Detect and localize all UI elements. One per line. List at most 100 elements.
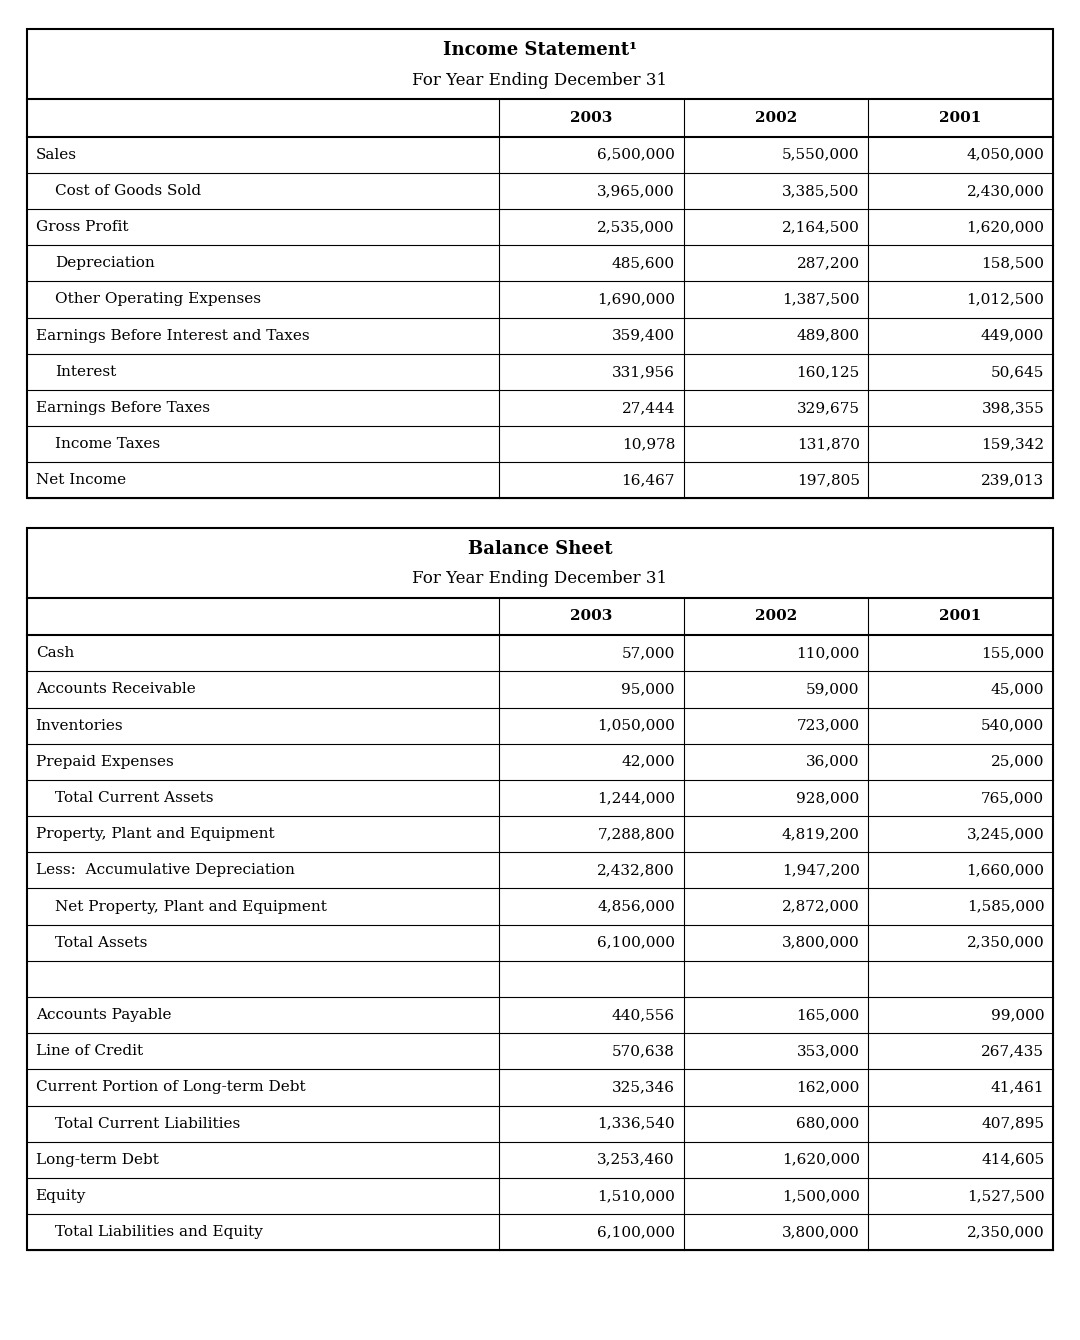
Text: 2001: 2001 xyxy=(940,111,982,125)
Text: 2,430,000: 2,430,000 xyxy=(967,184,1044,198)
Text: 1,620,000: 1,620,000 xyxy=(782,1152,860,1167)
Text: 1,660,000: 1,660,000 xyxy=(967,863,1044,878)
Bar xyxy=(27,528,1053,1250)
Text: 1,947,200: 1,947,200 xyxy=(782,863,860,878)
Text: 489,800: 489,800 xyxy=(797,328,860,343)
Text: 155,000: 155,000 xyxy=(982,646,1044,661)
Text: Property, Plant and Equipment: Property, Plant and Equipment xyxy=(36,827,274,842)
Text: 4,819,200: 4,819,200 xyxy=(782,827,860,842)
Text: Interest: Interest xyxy=(55,364,117,379)
Text: 16,467: 16,467 xyxy=(621,473,675,488)
Text: 2,535,000: 2,535,000 xyxy=(597,220,675,234)
Text: 5,550,000: 5,550,000 xyxy=(782,147,860,162)
Text: 1,012,500: 1,012,500 xyxy=(967,292,1044,307)
Text: Total Assets: Total Assets xyxy=(55,935,148,950)
Text: 2003: 2003 xyxy=(570,111,612,125)
Text: 485,600: 485,600 xyxy=(612,256,675,271)
Text: 1,690,000: 1,690,000 xyxy=(597,292,675,307)
Text: 407,895: 407,895 xyxy=(982,1116,1044,1131)
Text: 928,000: 928,000 xyxy=(796,791,860,805)
Text: 359,400: 359,400 xyxy=(612,328,675,343)
Text: Total Current Assets: Total Current Assets xyxy=(55,791,214,805)
Text: 1,387,500: 1,387,500 xyxy=(782,292,860,307)
Text: Prepaid Expenses: Prepaid Expenses xyxy=(36,754,174,769)
Text: Gross Profit: Gross Profit xyxy=(36,220,129,234)
Text: 570,638: 570,638 xyxy=(612,1044,675,1059)
Text: 3,800,000: 3,800,000 xyxy=(782,935,860,950)
Text: 2002: 2002 xyxy=(755,111,797,125)
Text: 160,125: 160,125 xyxy=(796,364,860,379)
Text: 110,000: 110,000 xyxy=(796,646,860,661)
Text: 27,444: 27,444 xyxy=(621,401,675,415)
Text: 2,164,500: 2,164,500 xyxy=(782,220,860,234)
Text: 765,000: 765,000 xyxy=(982,791,1044,805)
Text: 449,000: 449,000 xyxy=(981,328,1044,343)
Text: 287,200: 287,200 xyxy=(797,256,860,271)
Text: 36,000: 36,000 xyxy=(806,754,860,769)
Text: Cash: Cash xyxy=(36,646,73,661)
Text: 6,100,000: 6,100,000 xyxy=(597,1225,675,1240)
Text: 325,346: 325,346 xyxy=(612,1080,675,1095)
Text: 2,350,000: 2,350,000 xyxy=(967,1225,1044,1240)
Text: 2,350,000: 2,350,000 xyxy=(967,935,1044,950)
Text: Depreciation: Depreciation xyxy=(55,256,154,271)
Text: 50,645: 50,645 xyxy=(991,364,1044,379)
Text: Equity: Equity xyxy=(36,1189,86,1203)
Text: 165,000: 165,000 xyxy=(796,1008,860,1022)
Text: 1,620,000: 1,620,000 xyxy=(967,220,1044,234)
Text: Cost of Goods Sold: Cost of Goods Sold xyxy=(55,184,201,198)
Bar xyxy=(27,29,1053,498)
Text: 6,500,000: 6,500,000 xyxy=(597,147,675,162)
Text: 398,355: 398,355 xyxy=(982,401,1044,415)
Text: 1,500,000: 1,500,000 xyxy=(782,1189,860,1203)
Text: 7,288,800: 7,288,800 xyxy=(597,827,675,842)
Text: 329,675: 329,675 xyxy=(797,401,860,415)
Text: 3,245,000: 3,245,000 xyxy=(967,827,1044,842)
Text: Total Current Liabilities: Total Current Liabilities xyxy=(55,1116,241,1131)
Text: 353,000: 353,000 xyxy=(797,1044,860,1059)
Text: 162,000: 162,000 xyxy=(796,1080,860,1095)
Text: Balance Sheet: Balance Sheet xyxy=(468,540,612,557)
Text: 267,435: 267,435 xyxy=(982,1044,1044,1059)
Text: 2001: 2001 xyxy=(940,610,982,623)
Text: 99,000: 99,000 xyxy=(990,1008,1044,1022)
Text: 414,605: 414,605 xyxy=(981,1152,1044,1167)
Text: 540,000: 540,000 xyxy=(981,718,1044,733)
Text: 1,336,540: 1,336,540 xyxy=(597,1116,675,1131)
Text: 57,000: 57,000 xyxy=(622,646,675,661)
Text: 2,432,800: 2,432,800 xyxy=(597,863,675,878)
Text: 25,000: 25,000 xyxy=(990,754,1044,769)
Text: 10,978: 10,978 xyxy=(622,437,675,452)
Text: 41,461: 41,461 xyxy=(990,1080,1044,1095)
Text: 2002: 2002 xyxy=(755,610,797,623)
Text: Income Statement¹: Income Statement¹ xyxy=(443,42,637,59)
Text: 4,856,000: 4,856,000 xyxy=(597,899,675,914)
Text: Earnings Before Taxes: Earnings Before Taxes xyxy=(36,401,210,415)
Text: Inventories: Inventories xyxy=(36,718,123,733)
Text: Net Income: Net Income xyxy=(36,473,125,488)
Text: 2,872,000: 2,872,000 xyxy=(782,899,860,914)
Text: Line of Credit: Line of Credit xyxy=(36,1044,143,1059)
Text: 1,244,000: 1,244,000 xyxy=(597,791,675,805)
Text: 4,050,000: 4,050,000 xyxy=(967,147,1044,162)
Text: 131,870: 131,870 xyxy=(797,437,860,452)
Text: For Year Ending December 31: For Year Ending December 31 xyxy=(413,72,667,88)
Text: Accounts Receivable: Accounts Receivable xyxy=(36,682,195,697)
Text: 159,342: 159,342 xyxy=(982,437,1044,452)
Text: Long-term Debt: Long-term Debt xyxy=(36,1152,159,1167)
Text: 95,000: 95,000 xyxy=(621,682,675,697)
Text: 3,800,000: 3,800,000 xyxy=(782,1225,860,1240)
Text: 197,805: 197,805 xyxy=(797,473,860,488)
Text: Net Property, Plant and Equipment: Net Property, Plant and Equipment xyxy=(55,899,327,914)
Text: 1,585,000: 1,585,000 xyxy=(967,899,1044,914)
Text: 3,253,460: 3,253,460 xyxy=(597,1152,675,1167)
Text: 158,500: 158,500 xyxy=(982,256,1044,271)
Text: 680,000: 680,000 xyxy=(796,1116,860,1131)
Text: For Year Ending December 31: For Year Ending December 31 xyxy=(413,571,667,587)
Text: 440,556: 440,556 xyxy=(612,1008,675,1022)
Text: Sales: Sales xyxy=(36,147,77,162)
Text: 3,385,500: 3,385,500 xyxy=(782,184,860,198)
Text: 3,965,000: 3,965,000 xyxy=(597,184,675,198)
Text: 45,000: 45,000 xyxy=(990,682,1044,697)
Text: 1,510,000: 1,510,000 xyxy=(597,1189,675,1203)
